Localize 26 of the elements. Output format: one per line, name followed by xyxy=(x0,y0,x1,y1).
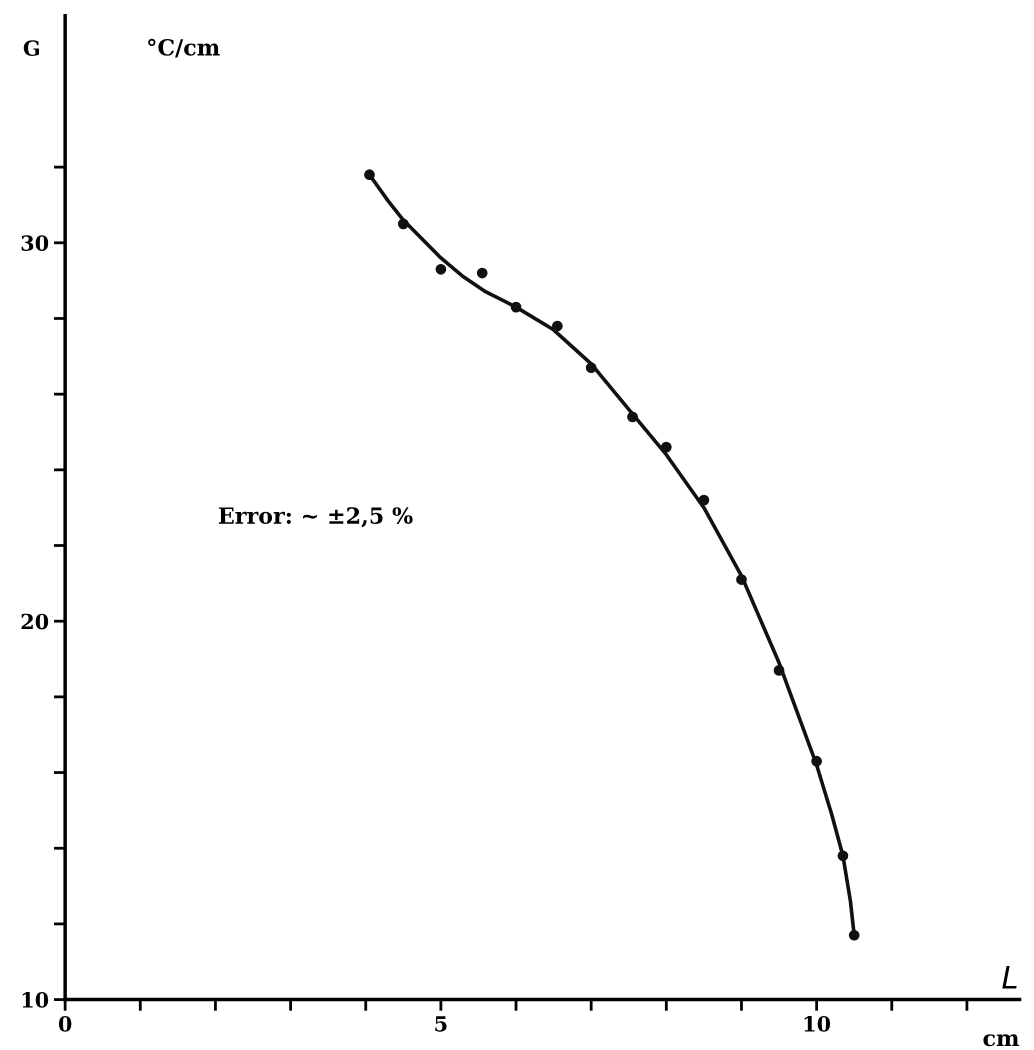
y-tick-label: 30 xyxy=(21,235,49,251)
point xyxy=(510,301,522,313)
point xyxy=(627,411,638,423)
point xyxy=(837,850,849,862)
y-tick-label: 10 xyxy=(22,992,49,1008)
point xyxy=(811,755,822,767)
x-tick-label: 10 xyxy=(804,1015,831,1032)
annotation: °C/cm xyxy=(148,38,220,58)
x-axis-title: L xyxy=(1002,966,1017,989)
point xyxy=(848,929,860,941)
point xyxy=(736,574,747,585)
point xyxy=(773,665,785,676)
y-tick-label: 20 xyxy=(21,613,49,630)
point xyxy=(397,218,409,230)
annotation: Error: ~ ±2,5 % xyxy=(218,507,413,528)
point xyxy=(435,263,447,275)
point xyxy=(476,267,488,279)
x-tick-label: 5 xyxy=(435,1016,447,1032)
point xyxy=(364,169,375,181)
y-axis-title: G xyxy=(23,40,39,56)
point xyxy=(585,362,597,374)
x-tick-label: 0 xyxy=(58,1015,72,1032)
text: cm xyxy=(983,1034,1020,1047)
point xyxy=(660,441,672,453)
point xyxy=(698,494,710,506)
point xyxy=(552,320,563,332)
